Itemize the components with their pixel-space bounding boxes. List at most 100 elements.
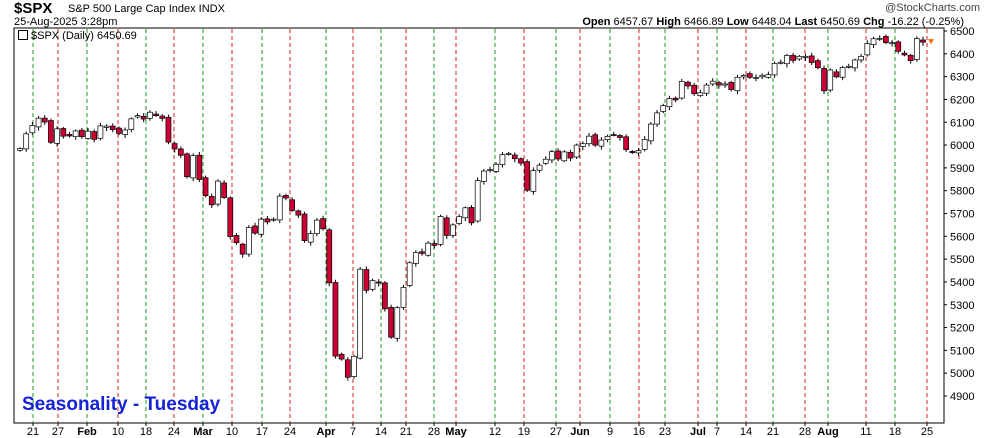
candle-body bbox=[555, 150, 561, 160]
candle-body bbox=[549, 151, 555, 161]
candle-body bbox=[357, 268, 364, 359]
candle bbox=[876, 35, 883, 41]
candle bbox=[870, 36, 877, 49]
candle-body bbox=[202, 177, 209, 197]
candle bbox=[264, 215, 271, 225]
candle bbox=[790, 52, 796, 64]
candle bbox=[913, 36, 920, 62]
candle bbox=[784, 53, 790, 68]
x-tick-label: 10 bbox=[112, 426, 124, 438]
y-tick-label: 5800 bbox=[950, 186, 974, 198]
last-value: 6450.69 bbox=[820, 16, 861, 28]
x-tick-label: Jun bbox=[570, 426, 590, 438]
candle-body bbox=[790, 55, 796, 61]
candle bbox=[555, 148, 561, 162]
last-price-marker bbox=[928, 39, 934, 45]
x-tick-label: 23 bbox=[659, 426, 671, 438]
candle bbox=[184, 152, 190, 179]
candle-body bbox=[883, 36, 889, 43]
candle bbox=[845, 63, 852, 69]
x-tick-label: 17 bbox=[256, 426, 268, 438]
candle bbox=[635, 148, 642, 156]
y-tick-label: 6300 bbox=[950, 72, 974, 84]
candle bbox=[660, 103, 667, 114]
y-tick-label: 6100 bbox=[950, 117, 974, 129]
y-tick-label: 6400 bbox=[950, 49, 974, 61]
candle-body bbox=[184, 153, 190, 178]
candle bbox=[363, 266, 370, 294]
candle-body bbox=[140, 116, 147, 120]
candle-body bbox=[375, 281, 382, 284]
candle-body bbox=[728, 82, 735, 90]
candle bbox=[48, 118, 54, 145]
candle-body bbox=[314, 219, 320, 234]
candle-body bbox=[35, 117, 42, 128]
candle-body bbox=[765, 74, 772, 78]
candle-body bbox=[412, 252, 419, 264]
candle bbox=[734, 74, 741, 95]
candle-body bbox=[17, 148, 23, 151]
candle bbox=[672, 96, 679, 103]
candle-body bbox=[833, 71, 840, 78]
candle-body bbox=[802, 55, 809, 58]
candle bbox=[431, 240, 438, 249]
candle-body bbox=[839, 67, 846, 78]
candle-body bbox=[901, 52, 908, 56]
candle-body bbox=[190, 155, 197, 179]
candle-body bbox=[307, 233, 314, 243]
x-tick-label: 24 bbox=[284, 426, 296, 438]
candle-body bbox=[153, 113, 159, 116]
candle-body bbox=[351, 355, 357, 377]
candle bbox=[252, 222, 258, 235]
candle-body bbox=[177, 148, 184, 156]
candle-body bbox=[382, 282, 388, 310]
candle bbox=[283, 193, 289, 201]
candle bbox=[270, 217, 277, 222]
candle-body bbox=[481, 170, 487, 182]
candle-body bbox=[722, 83, 728, 86]
candle bbox=[239, 242, 246, 258]
candle bbox=[202, 175, 209, 198]
candle-body bbox=[784, 55, 790, 65]
candle bbox=[777, 59, 784, 65]
candle-body bbox=[128, 118, 135, 130]
candle-body bbox=[567, 151, 574, 159]
candle bbox=[579, 141, 586, 151]
candle bbox=[487, 166, 493, 173]
candle bbox=[406, 261, 413, 288]
candle-body bbox=[227, 197, 234, 237]
y-tick-label: 6000 bbox=[950, 140, 974, 152]
candle-body bbox=[617, 135, 623, 138]
x-tick-label: 18 bbox=[140, 426, 152, 438]
y-tick-label: 5700 bbox=[950, 209, 974, 221]
candle-body bbox=[264, 218, 271, 223]
y-tick-label: 5200 bbox=[950, 323, 974, 335]
candles bbox=[17, 34, 926, 381]
candle bbox=[697, 89, 704, 97]
candle bbox=[140, 113, 147, 123]
x-tick-label: 25 bbox=[921, 426, 933, 438]
candle bbox=[753, 74, 759, 82]
candle bbox=[629, 150, 636, 154]
candle bbox=[746, 71, 753, 79]
candle-body bbox=[889, 42, 895, 44]
candle-body bbox=[196, 154, 203, 180]
candle bbox=[128, 117, 135, 133]
candle-body bbox=[406, 262, 413, 286]
candle-body bbox=[388, 307, 394, 338]
candle bbox=[443, 215, 450, 240]
candle-body bbox=[431, 243, 438, 246]
candle bbox=[351, 354, 357, 379]
candle bbox=[765, 71, 772, 79]
candle-body bbox=[78, 129, 85, 137]
candle-body bbox=[827, 69, 834, 91]
candle bbox=[808, 52, 815, 65]
candle bbox=[122, 127, 128, 138]
x-tick-label: May bbox=[445, 426, 467, 438]
candle bbox=[728, 80, 735, 92]
x-tick-label: 10 bbox=[226, 426, 238, 438]
candle bbox=[357, 266, 364, 360]
candle-body bbox=[326, 229, 333, 284]
candle-body bbox=[610, 134, 617, 136]
